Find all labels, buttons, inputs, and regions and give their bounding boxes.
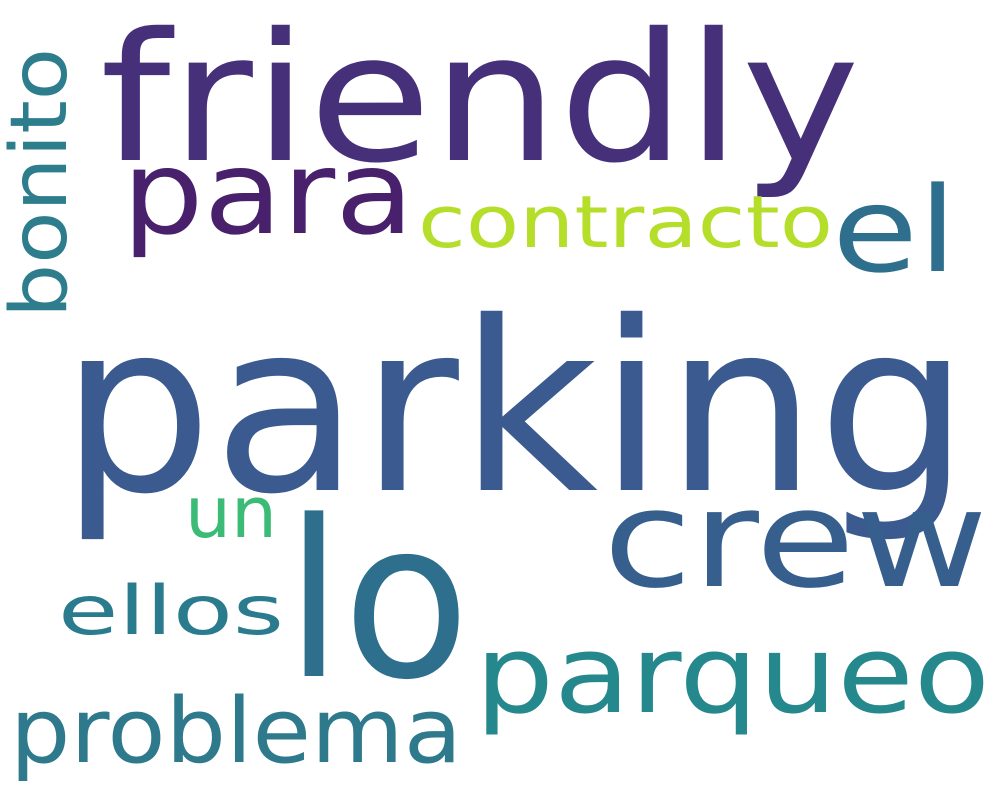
word-bonito: bonito: [0, 48, 85, 318]
word-parqueo: parqueo: [475, 613, 990, 738]
word-parking: parking: [60, 271, 970, 546]
word-el: el: [832, 161, 957, 299]
word-friendly: friendly: [100, 0, 860, 202]
word-crew: crew: [603, 461, 988, 618]
word-un: un: [185, 472, 277, 554]
word-problema: problema: [10, 679, 462, 784]
word-ellos: ellos: [58, 572, 284, 651]
word-contracto: contracto: [418, 180, 833, 264]
word-lo: lo: [285, 475, 470, 728]
word-para: para: [122, 126, 414, 261]
